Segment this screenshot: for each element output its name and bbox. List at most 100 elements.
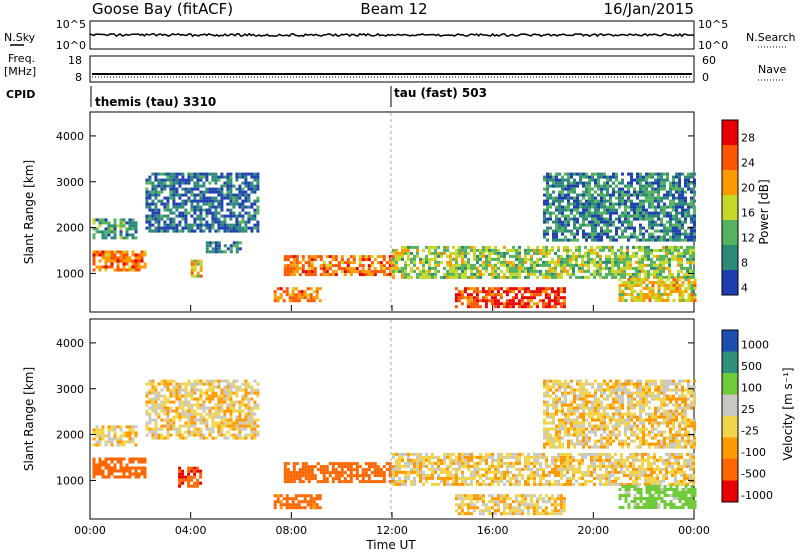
velocity-cell-band-2	[208, 397, 212, 401]
power-cell-band-9	[546, 199, 549, 203]
power-cell-band-2	[193, 175, 197, 179]
power-cell-band-7	[626, 251, 629, 255]
power-cell-band-8	[547, 305, 551, 309]
power-cell-band-2	[160, 190, 164, 194]
velocity-cell-band-2	[217, 403, 221, 407]
power-cell-band-8	[487, 287, 491, 291]
velocity-cell-band-5	[301, 468, 305, 472]
power-cell-band-9	[624, 217, 627, 221]
velocity-cell-band-5	[286, 468, 290, 472]
power-cell-band-1	[131, 227, 135, 231]
power-cell-band-2	[250, 184, 254, 188]
power-cell-band-9	[630, 199, 633, 203]
power-cell-band-6	[352, 261, 356, 265]
power-cell-band-9	[660, 196, 663, 200]
power-cell-band-2	[166, 172, 170, 176]
power-cell-band-7	[398, 269, 401, 273]
velocity-cell-band-6	[419, 458, 422, 462]
power-cell-band-9	[558, 226, 561, 230]
power-cell-band-5	[300, 293, 304, 297]
power-cell-band-9	[675, 196, 678, 200]
velocity-cell-band-6	[488, 452, 491, 456]
power-cell-band-7	[527, 275, 530, 279]
power-cell-band-9	[621, 190, 624, 194]
velocity-cell-band-6	[668, 458, 671, 462]
power-cell-band-7	[494, 263, 497, 267]
velocity-cell-band-2	[154, 433, 158, 437]
power-cell-band-7	[515, 248, 518, 252]
velocity-cell-band-2	[214, 403, 218, 407]
power-cell-band-6	[367, 273, 371, 277]
power-cell-band-6	[292, 261, 296, 265]
power-cell-band-9	[597, 223, 600, 227]
velocity-cell-band-6	[656, 476, 659, 480]
power-cell-band-9	[555, 226, 558, 230]
power-cell-band-7	[494, 266, 497, 270]
velocity-cell-band-7	[469, 512, 473, 516]
power-cell-band-10	[681, 299, 685, 302]
power-cell-band-9	[564, 223, 567, 227]
power-cell-band-9	[609, 202, 612, 206]
velocity-cell-band-0	[113, 466, 117, 470]
power-cell-band-7	[650, 266, 653, 270]
power-cell-band-9	[561, 181, 564, 185]
velocity-cell-band-6	[590, 470, 593, 474]
power-cell-band-7	[482, 254, 485, 258]
power-cell-band-8	[460, 293, 464, 297]
velocity-cell-band-6	[608, 455, 611, 459]
power-cell-band-9	[603, 205, 606, 209]
power-cell-band-9	[624, 214, 627, 218]
power-cell-band-7	[581, 257, 584, 261]
velocity-cell-band-6	[395, 461, 398, 465]
power-cell-band-2	[208, 229, 212, 233]
power-cell-band-7	[650, 272, 653, 276]
power-cell-band-2	[220, 193, 224, 197]
power-cell-band-7	[677, 254, 680, 258]
power-cell-band-7	[626, 254, 629, 258]
velocity-cell-band-2	[154, 397, 158, 401]
power-cell-band-10	[618, 293, 622, 296]
power-cell-band-2	[241, 214, 245, 218]
power-cell-band-2	[241, 190, 245, 194]
velocity-cell-band-6	[626, 482, 629, 486]
power-cell-band-10	[681, 281, 685, 284]
velocity-cell-band-6	[416, 467, 419, 471]
power-cell-band-7	[560, 272, 563, 276]
power-cell-band-9	[642, 193, 645, 197]
power-cell-band-7	[680, 263, 683, 267]
power-cell-band-9	[642, 178, 645, 182]
velocity-cell-band-6	[650, 470, 653, 474]
power-cell-band-9	[597, 220, 600, 224]
velocity-cell-band-5	[373, 471, 377, 475]
power-cell-band-7	[596, 245, 599, 249]
power-cell-band-6	[307, 273, 311, 277]
power-cell-band-5	[306, 296, 310, 300]
power-cell-band-7	[500, 260, 503, 264]
velocity-cell-band-6	[455, 476, 458, 480]
velocity-cell-band-7	[466, 497, 470, 501]
velocity-cell-band-6	[467, 461, 470, 465]
power-cell-band-9	[576, 196, 579, 200]
power-cell-band-7	[521, 260, 524, 264]
power-cell-band-7	[614, 257, 617, 261]
power-cell-band-7	[575, 248, 578, 252]
power-cell-band-2	[226, 214, 230, 218]
velocity-cell-band-5	[298, 474, 302, 478]
power-cell-band-9	[570, 190, 573, 194]
velocity-cell-band-6	[470, 473, 473, 477]
velocity-cell-band-2	[223, 418, 227, 422]
velocity-cell-band-1	[119, 440, 123, 444]
power-cell-band-7	[563, 266, 566, 270]
power-cell-band-7	[668, 251, 671, 255]
power-cell-band-6	[331, 255, 335, 259]
power-cell-band-2	[169, 223, 173, 227]
power-cell-band-7	[608, 266, 611, 270]
velocity-cell-band-5	[346, 474, 350, 478]
power-cell-band-4	[235, 241, 239, 245]
velocity-cell-band-1	[128, 425, 132, 429]
velocity-cell-band-7	[502, 494, 506, 498]
power-cell-band-7	[566, 254, 569, 258]
power-cell-band-2	[157, 220, 161, 224]
velocity-cell-band-2	[217, 406, 221, 410]
power-cell-band-7	[668, 266, 671, 270]
